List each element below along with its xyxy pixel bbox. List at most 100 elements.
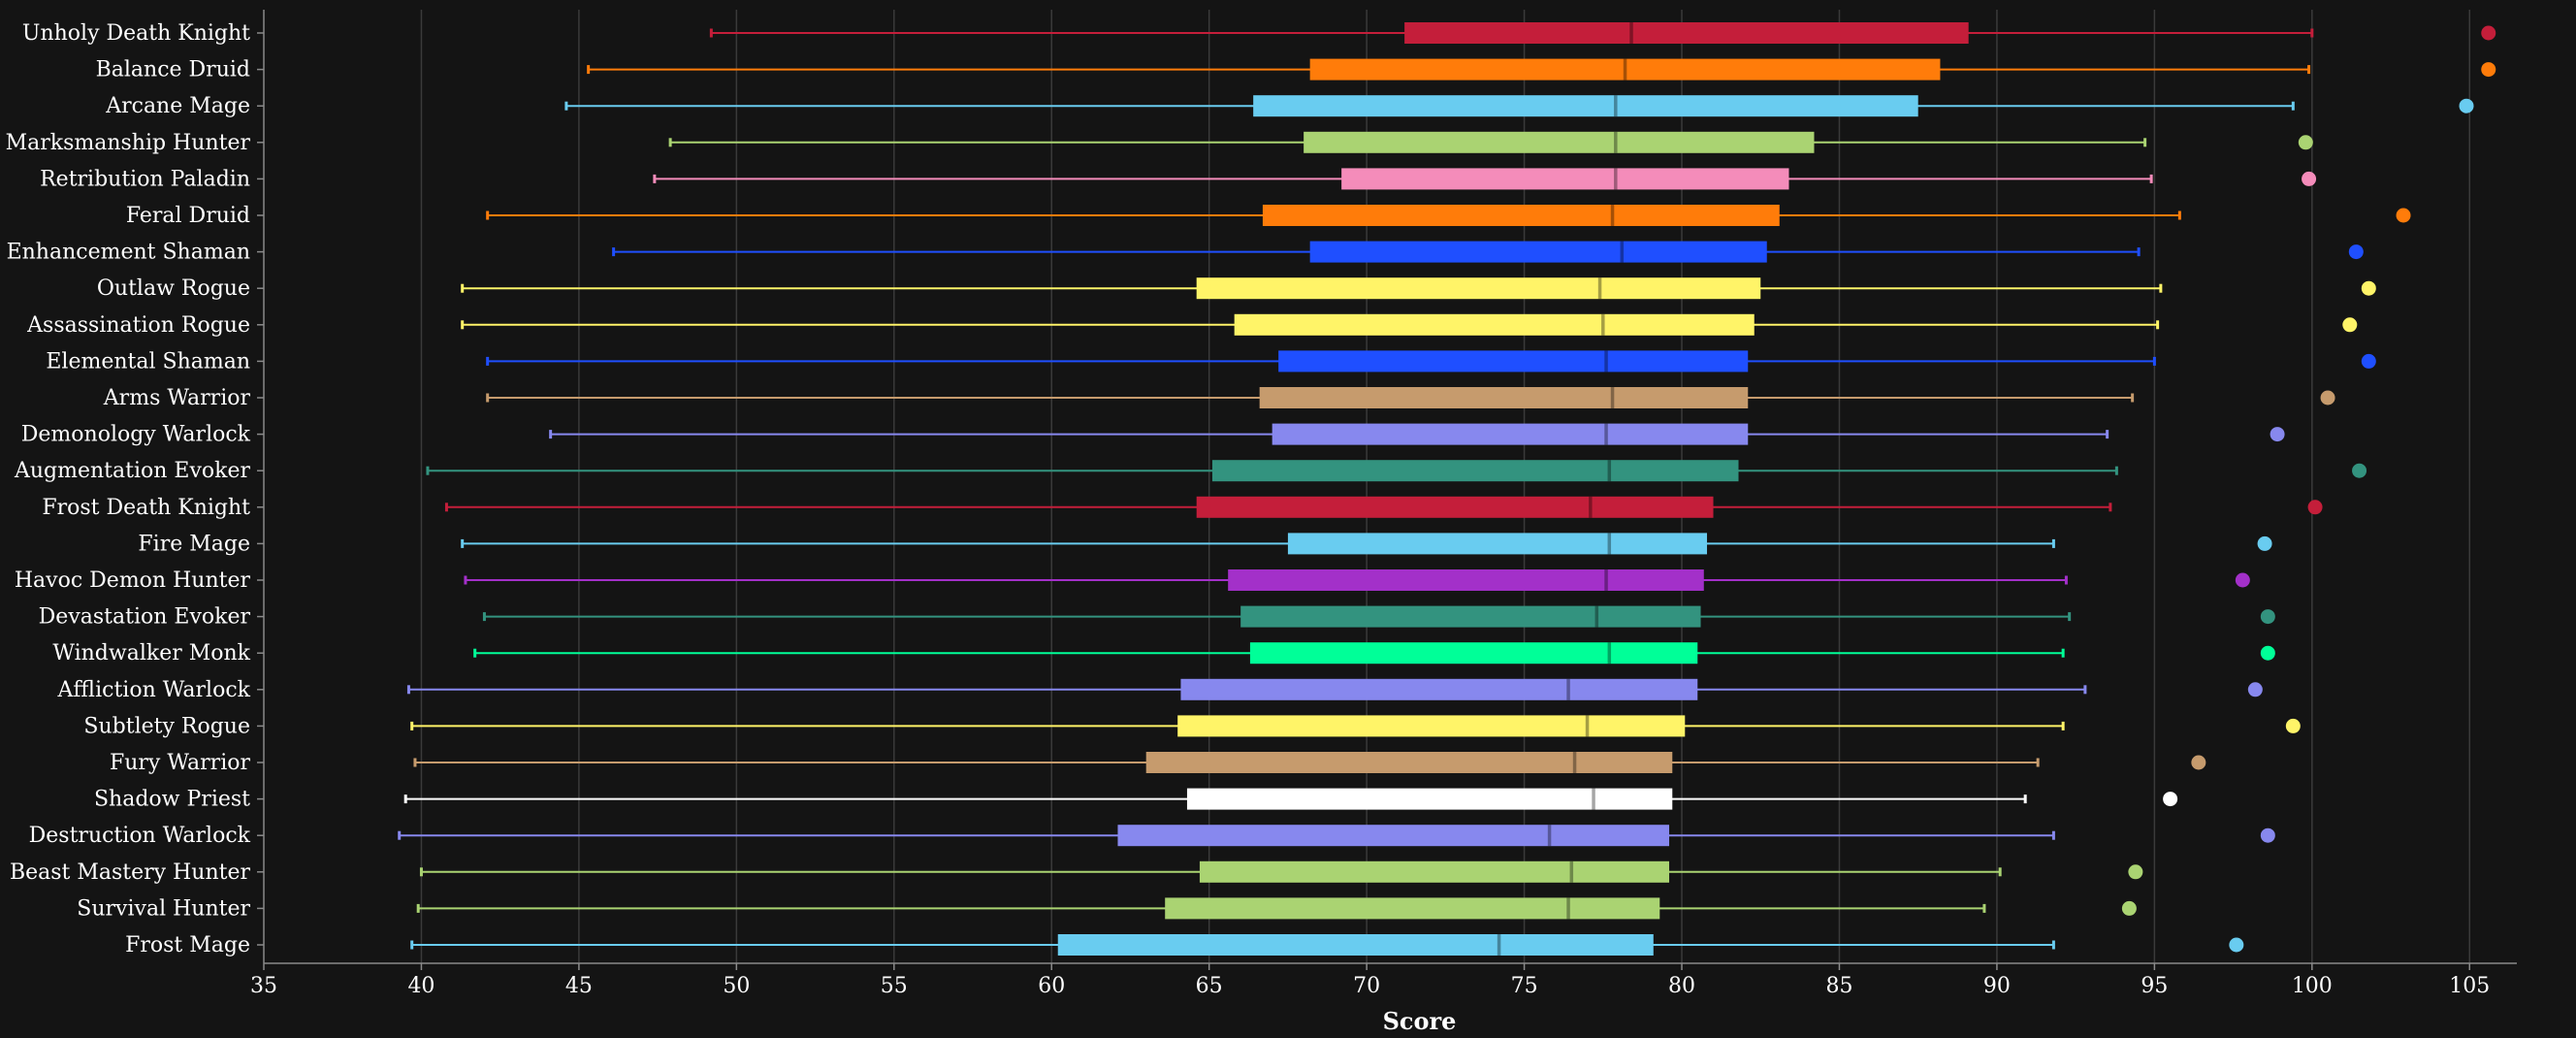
category-label: Survival Hunter <box>77 896 250 921</box>
category-label: Beast Mastery Hunter <box>10 860 251 885</box>
box-row <box>612 241 2364 263</box>
box-row <box>486 205 2411 226</box>
category-label: Devastation Evoker <box>39 605 251 630</box>
category-label: Augmentation Evoker <box>14 459 251 483</box>
category-label: Demonology Warlock <box>21 423 251 447</box>
category-label: Outlaw Rogue <box>97 276 250 301</box>
category-label: Enhancement Shaman <box>7 241 250 265</box>
outlier-point <box>2270 427 2285 442</box>
outlier-point <box>2481 62 2496 78</box>
outlier-point <box>2320 390 2335 405</box>
iqr-box <box>1309 58 1941 81</box>
x-tick-label: 95 <box>2141 974 2168 998</box>
x-tick-label: 60 <box>1038 974 1065 998</box>
outlier-point <box>2128 864 2143 880</box>
outlier-point <box>2260 609 2275 625</box>
box-row <box>406 678 2263 700</box>
box-row <box>461 313 2358 336</box>
category-label: Shadow Priest <box>94 788 250 812</box>
x-tick-label: 85 <box>1825 974 1852 998</box>
x-axis: 35 40 45 50 55 60 65 70 75 80 85 90 95 100 105 <box>250 10 2517 998</box>
outlier-point <box>2348 244 2364 260</box>
outlier-point <box>2260 827 2275 843</box>
box-row <box>709 22 2496 44</box>
outlier-point <box>2481 25 2496 41</box>
iqr-box <box>1211 460 1739 482</box>
iqr-box <box>1228 569 1704 591</box>
outlier-point <box>2229 937 2244 953</box>
x-tick-label: 100 <box>2292 974 2333 998</box>
outlier-point <box>2163 792 2178 807</box>
x-tick-label: 50 <box>723 974 750 998</box>
box-row <box>461 533 2272 555</box>
box-row <box>461 277 2376 300</box>
x-tick-label: 90 <box>1983 974 2011 998</box>
x-tick-label: 75 <box>1511 974 1538 998</box>
iqr-box <box>1287 533 1708 555</box>
iqr-box <box>1309 241 1767 263</box>
outlier-point <box>2285 718 2301 733</box>
x-tick-label: 45 <box>565 974 593 998</box>
box-row <box>473 642 2275 665</box>
box-row <box>549 423 2285 445</box>
category-label: Havoc Demon Hunter <box>15 568 251 593</box>
iqr-box <box>1304 131 1815 153</box>
outlier-point <box>2260 645 2275 661</box>
outlier-point <box>2342 317 2358 333</box>
outlier-point <box>2298 135 2313 150</box>
category-label: Unholy Death Knight <box>22 21 250 46</box>
outlier-point <box>2307 500 2323 515</box>
box-row <box>564 95 2474 117</box>
iqr-box <box>1196 496 1714 518</box>
outlier-point <box>2459 98 2474 114</box>
category-label: Assassination Rogue <box>26 313 250 338</box>
iqr-box <box>1165 897 1660 920</box>
x-tick-label: 70 <box>1353 974 1380 998</box>
category-label: Affliction Warlock <box>57 678 251 702</box>
box-row <box>482 605 2275 628</box>
category-label: Marksmanship Hunter <box>6 131 251 155</box>
outlier-point <box>2302 171 2317 186</box>
outlier-point <box>2191 755 2206 770</box>
iqr-box <box>1177 715 1686 737</box>
iqr-box <box>1341 168 1789 190</box>
outlier-point <box>2396 208 2411 223</box>
iqr-box <box>1259 387 1749 408</box>
iqr-box <box>1057 934 1654 956</box>
category-label: Subtlety Rogue <box>83 714 250 738</box>
outlier-point <box>2235 572 2250 588</box>
iqr-box <box>1404 22 1969 44</box>
box-row <box>653 168 2317 190</box>
category-label: Windwalker Monk <box>52 641 250 665</box>
x-tick-label: 40 <box>407 974 435 998</box>
box-row <box>587 58 2496 81</box>
outlier-point <box>2361 280 2376 296</box>
iqr-box <box>1186 788 1673 810</box>
iqr-box <box>1272 423 1749 445</box>
iqr-box <box>1240 605 1701 628</box>
x-tick-label: 55 <box>881 974 908 998</box>
box-row <box>486 350 2376 373</box>
category-label: Retribution Paladin <box>40 167 250 191</box>
iqr-box <box>1199 860 1670 883</box>
box-row <box>444 496 2323 518</box>
x-tick-label: 35 <box>250 974 277 998</box>
x-tick-label: 80 <box>1668 974 1695 998</box>
outlier-point <box>2361 353 2376 369</box>
box-row <box>413 752 2206 773</box>
outlier-point <box>2352 463 2367 478</box>
outlier-point <box>2121 900 2137 916</box>
box-row <box>486 387 2335 408</box>
box-row <box>668 131 2313 153</box>
category-label: Frost Death Knight <box>42 496 250 520</box>
box-row <box>403 788 2178 810</box>
outlier-point <box>2247 682 2263 697</box>
iqr-box <box>1262 205 1780 226</box>
category-label: Balance Druid <box>96 58 250 82</box>
box-series <box>398 22 2496 956</box>
category-label: Arcane Mage <box>105 94 250 118</box>
category-label: Fury Warrior <box>110 751 251 775</box>
iqr-box <box>1196 277 1761 300</box>
box-row <box>416 897 2137 920</box>
